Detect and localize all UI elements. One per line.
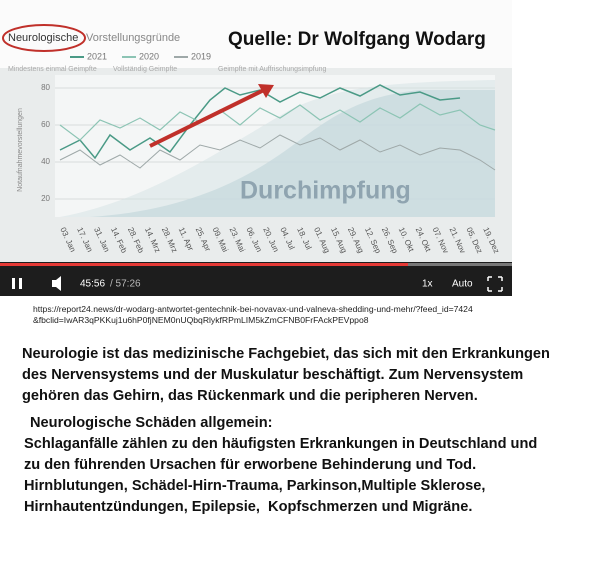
body-text: Hirnhautentzündungen, Epilepsie, Kopfsch… [24, 499, 473, 515]
overlay-text: Durchimpfung [240, 177, 411, 205]
body-text: gehören das Gehirn, das Rückenmark und d… [22, 388, 478, 404]
legend-label: 2019 [191, 51, 211, 61]
body-text: Schlaganfälle zählen zu den häufigsten E… [24, 436, 538, 452]
video-player[interactable]: Neurologische Vorstellungsgründe Quelle:… [0, 0, 512, 296]
source: Quelle: Dr Wolfgang Wodarg [228, 29, 486, 50]
fullscreen-button[interactable] [487, 276, 503, 292]
source-url: https://report24.news/dr-wodarg-antworte… [33, 304, 473, 314]
pause-button[interactable] [12, 278, 22, 289]
annotation-arrow [149, 86, 269, 148]
quality-button[interactable]: Auto [452, 279, 473, 290]
line-2019 [59, 134, 496, 171]
y-axis-label: Notaufnahmevorstellungen [17, 108, 24, 192]
highlight-ellipse [2, 24, 86, 52]
legend-label: 2020 [139, 51, 159, 61]
vaccination-area [60, 80, 495, 217]
chart-title: Vorstellungsgründe [86, 32, 180, 44]
speed-button[interactable]: 1x [422, 279, 433, 290]
progress-played[interactable] [0, 263, 408, 266]
y-tick-label: 80 [41, 83, 50, 92]
volume-button[interactable] [52, 276, 61, 291]
arrow-head [258, 84, 274, 98]
legend-label: 2021 [87, 51, 107, 61]
time-total: / 57:26 [110, 279, 141, 290]
y-tick-label: 60 [41, 120, 50, 129]
vaccine-legend-label: Vollständig Geimpfte [113, 66, 177, 73]
body-text: Hirnblutungen, Schädel-Hirn-Trauma, Park… [24, 478, 486, 494]
header-band [0, 0, 512, 68]
body-text: Neurologische Schäden allgemein: [30, 415, 273, 431]
control-bar [0, 262, 512, 296]
body-text: Neurologie ist das medizinische Fachgebi… [22, 346, 550, 362]
time-current: 45:56 [80, 279, 105, 290]
line-2020 [59, 103, 496, 141]
y-tick-label: 20 [41, 194, 50, 203]
vaccine-legend-label: Geimpfte mit Auffrischungsimpfung [218, 66, 327, 73]
body-text: zu den führenden Ursachen für erworbene … [24, 457, 477, 473]
y-tick-label: 40 [41, 157, 50, 166]
vaccine-legend-label: Mindestens einmal Geimpfte [8, 66, 97, 73]
chart-title: Neurologische [8, 32, 78, 44]
line-2021 [59, 84, 461, 160]
source-url: &fbclid=IwAR3qPKKuj1u6hP0fjNEM0nUQbqRlyk… [33, 315, 369, 325]
body-text: des Nervensystems und der Muskulatur bes… [22, 367, 524, 383]
